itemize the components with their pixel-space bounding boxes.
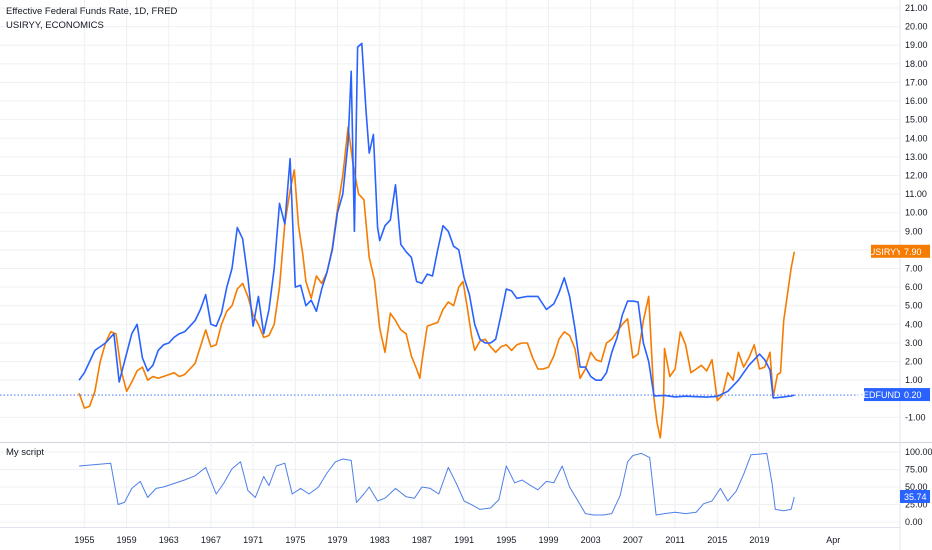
axis-layer: -1.001.002.003.004.005.006.007.008.009.0… — [74, 3, 932, 545]
fedfunds-name-tag — [864, 388, 900, 402]
fedfunds-name-tag-text: FEDFUNDS — [858, 390, 907, 400]
y-tick-label: 18.00 — [905, 59, 928, 69]
script-y-tick-label: 100.00 — [905, 447, 932, 457]
y-tick-label: 12.00 — [905, 170, 928, 180]
usiryy-name-tag-text: USIRYY — [869, 247, 902, 257]
script-y-tick-label: 25.00 — [905, 500, 928, 510]
script-line — [79, 452, 795, 516]
x-tick-label: 1987 — [412, 535, 432, 545]
series-layer — [78, 42, 796, 516]
y-tick-label: 15.00 — [905, 115, 928, 125]
y-tick-label: 6.00 — [905, 282, 923, 292]
fedfunds-value-tag-text: 0.20 — [904, 390, 922, 400]
x-tick-label: 1955 — [74, 535, 94, 545]
x-tick-label: 1963 — [159, 535, 179, 545]
x-tick-label: 1991 — [454, 535, 474, 545]
y-tick-label: 9.00 — [905, 226, 923, 236]
x-tick-label: Apr — [826, 535, 840, 545]
x-tick-label: 1983 — [370, 535, 390, 545]
fedfunds-line — [78, 42, 795, 399]
x-tick-label: 2007 — [623, 535, 643, 545]
y-tick-label: 19.00 — [905, 40, 928, 50]
y-tick-label: 10.00 — [905, 208, 928, 218]
usiryy-value-tag — [900, 244, 930, 258]
y-tick-label: 13.00 — [905, 152, 928, 162]
y-tick-label: 21.00 — [905, 3, 928, 13]
y-tick-label: 14.00 — [905, 133, 928, 143]
usiryy-line — [78, 126, 796, 439]
x-tick-label: 1999 — [538, 535, 558, 545]
script-y-tick-label: 75.00 — [905, 465, 928, 475]
y-tick-label: 4.00 — [905, 319, 923, 329]
y-tick-label: 16.00 — [905, 96, 928, 106]
script-pane-title: My script — [6, 447, 44, 458]
usiryy-name-tag — [871, 244, 900, 258]
y-tick-label: 5.00 — [905, 301, 923, 311]
x-tick-label: 1975 — [285, 535, 305, 545]
script-y-tick-label: 0.00 — [905, 517, 923, 527]
x-tick-label: 1967 — [201, 535, 221, 545]
script-value-tag-text: 35.74 — [904, 492, 927, 502]
y-tick-label: 11.00 — [905, 189, 927, 199]
x-tick-label: 1959 — [117, 535, 137, 545]
script-y-tick-label: 50.00 — [905, 482, 928, 492]
y-tick-label: 1.00 — [905, 375, 923, 385]
y-tick-label: 20.00 — [905, 22, 928, 32]
x-tick-label: 1971 — [243, 535, 263, 545]
script-value-tag — [900, 489, 930, 503]
chart-subtitle: USIRYY, ECONOMICS — [6, 20, 104, 31]
x-tick-label: 2015 — [707, 535, 727, 545]
x-tick-label: 2011 — [665, 535, 684, 545]
x-tick-label: 2003 — [581, 535, 601, 545]
y-tick-label: 7.00 — [905, 264, 923, 274]
chart-title: Effective Federal Funds Rate, 1D, FRED — [6, 6, 178, 17]
x-tick-label: 1995 — [496, 535, 516, 545]
y-tick-label: 3.00 — [905, 338, 923, 348]
y-tick-label: 17.00 — [905, 77, 928, 87]
x-tick-label: 2019 — [749, 535, 769, 545]
y-tick-label: 2.00 — [905, 357, 923, 367]
x-tick-label: 1979 — [328, 535, 348, 545]
fedfunds-value-tag — [900, 388, 930, 402]
usiryy-value-tag-text: 7.90 — [904, 247, 922, 257]
y-tick-label: -1.00 — [905, 412, 926, 422]
